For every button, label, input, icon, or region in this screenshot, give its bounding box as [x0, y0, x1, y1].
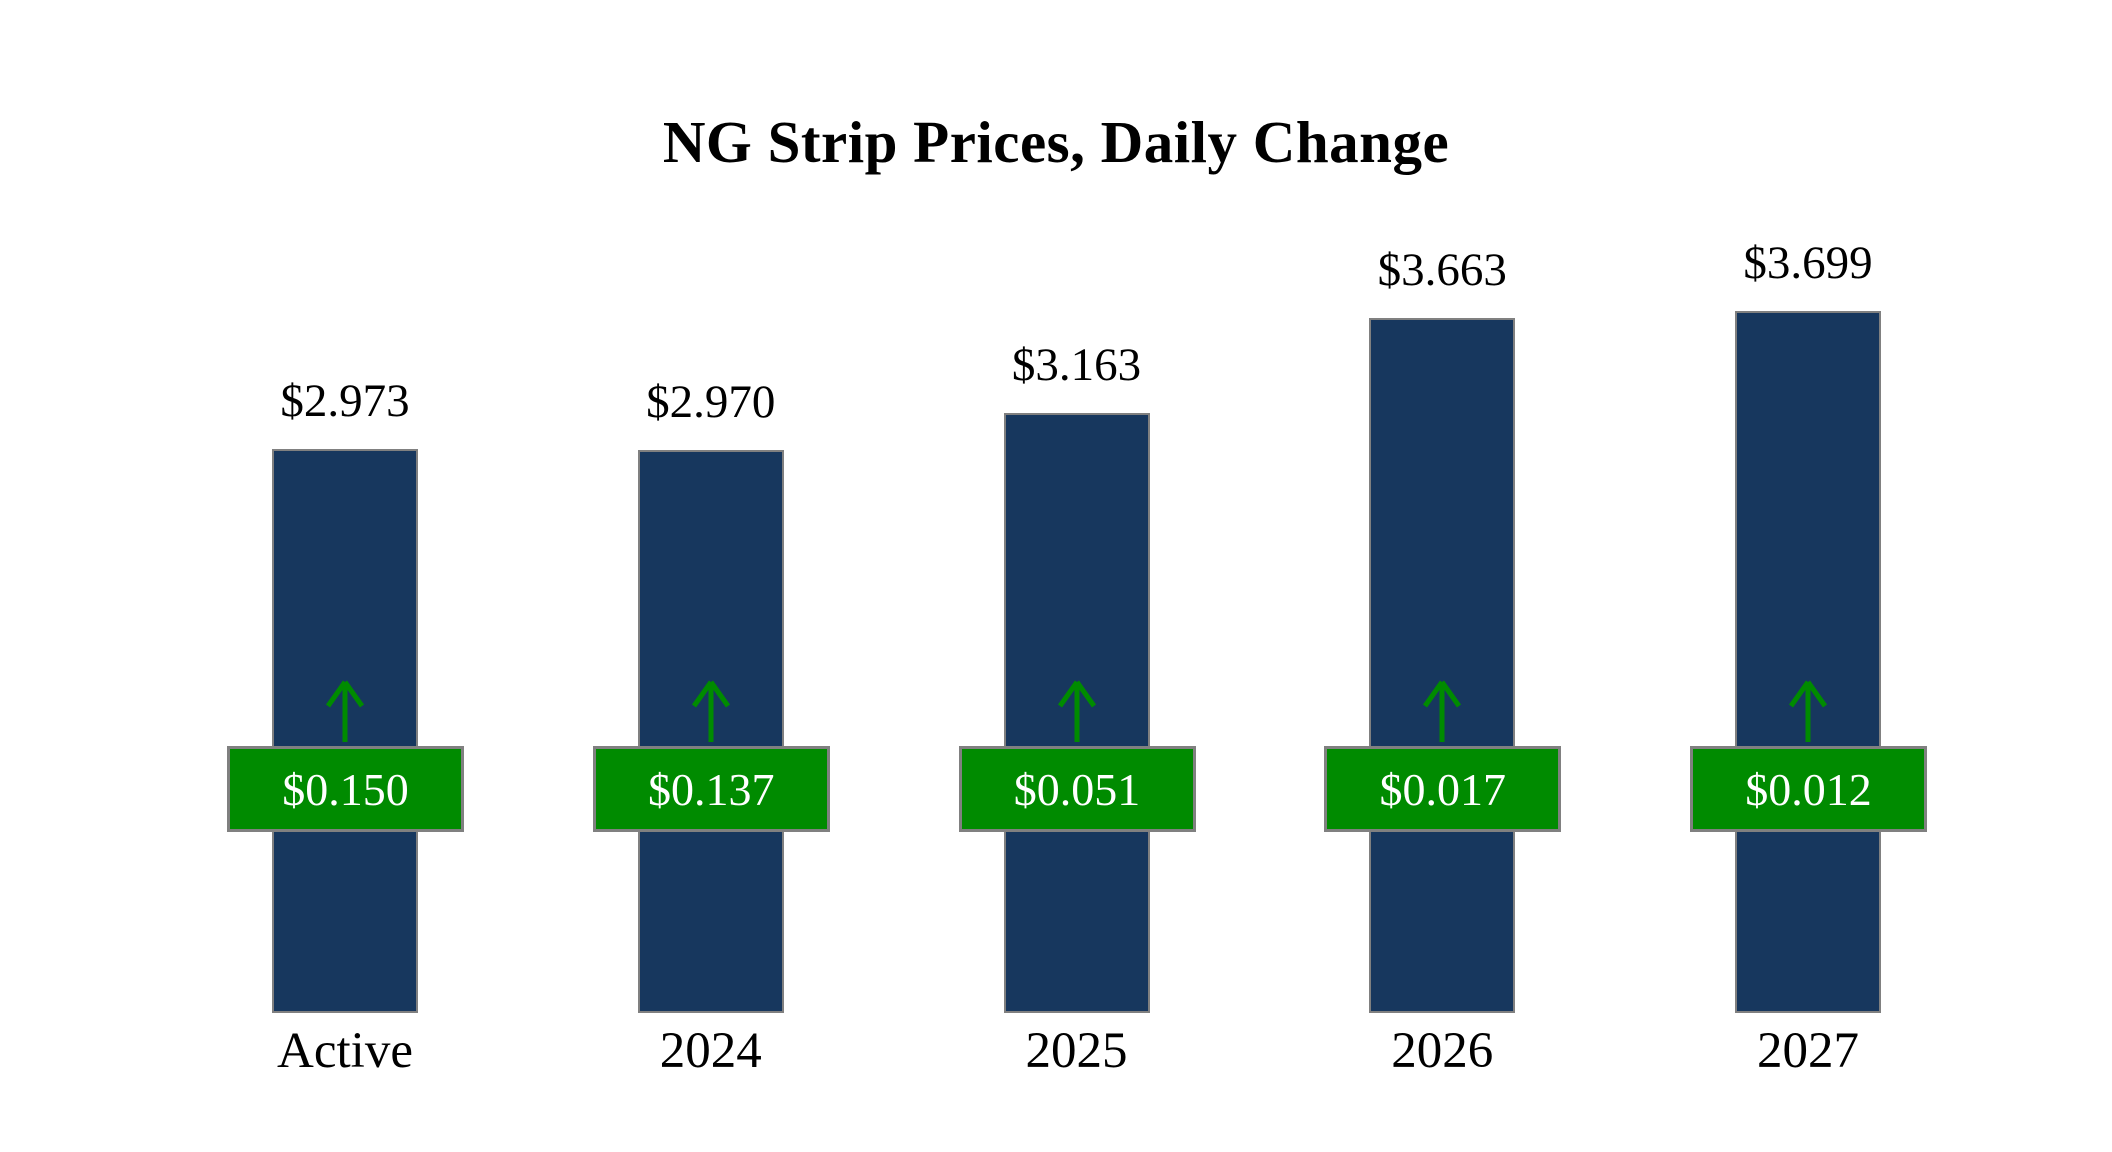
bar — [1369, 318, 1516, 1013]
bar — [1003, 412, 1150, 1013]
price-label: $2.973 — [280, 375, 410, 428]
category-label: 2026 — [1391, 1023, 1494, 1079]
category-label: 2024 — [659, 1023, 762, 1079]
change-badge: $0.017 — [1324, 746, 1562, 832]
bar — [272, 449, 418, 1013]
category-label: 2027 — [1757, 1023, 1859, 1079]
change-badge: $0.137 — [592, 746, 830, 832]
up-arrow-icon — [1788, 680, 1828, 742]
price-label: $2.970 — [646, 375, 776, 428]
change-badge: $0.012 — [1690, 746, 1927, 832]
category-label: 2025 — [1025, 1023, 1128, 1079]
price-label: $3.163 — [1011, 338, 1142, 391]
up-arrow-icon — [1423, 680, 1462, 742]
up-arrow-icon — [691, 680, 730, 742]
category-label: Active — [277, 1023, 413, 1079]
up-arrow-icon — [325, 680, 365, 742]
up-arrow-icon — [1057, 680, 1096, 742]
change-badge: $0.150 — [227, 746, 464, 832]
chart-title: NG Strip Prices, Daily Change — [662, 109, 1450, 175]
price-label: $3.699 — [1743, 237, 1873, 290]
bar — [1735, 311, 1881, 1013]
price-label: $3.663 — [1377, 244, 1507, 297]
change-badge: $0.051 — [958, 746, 1196, 832]
